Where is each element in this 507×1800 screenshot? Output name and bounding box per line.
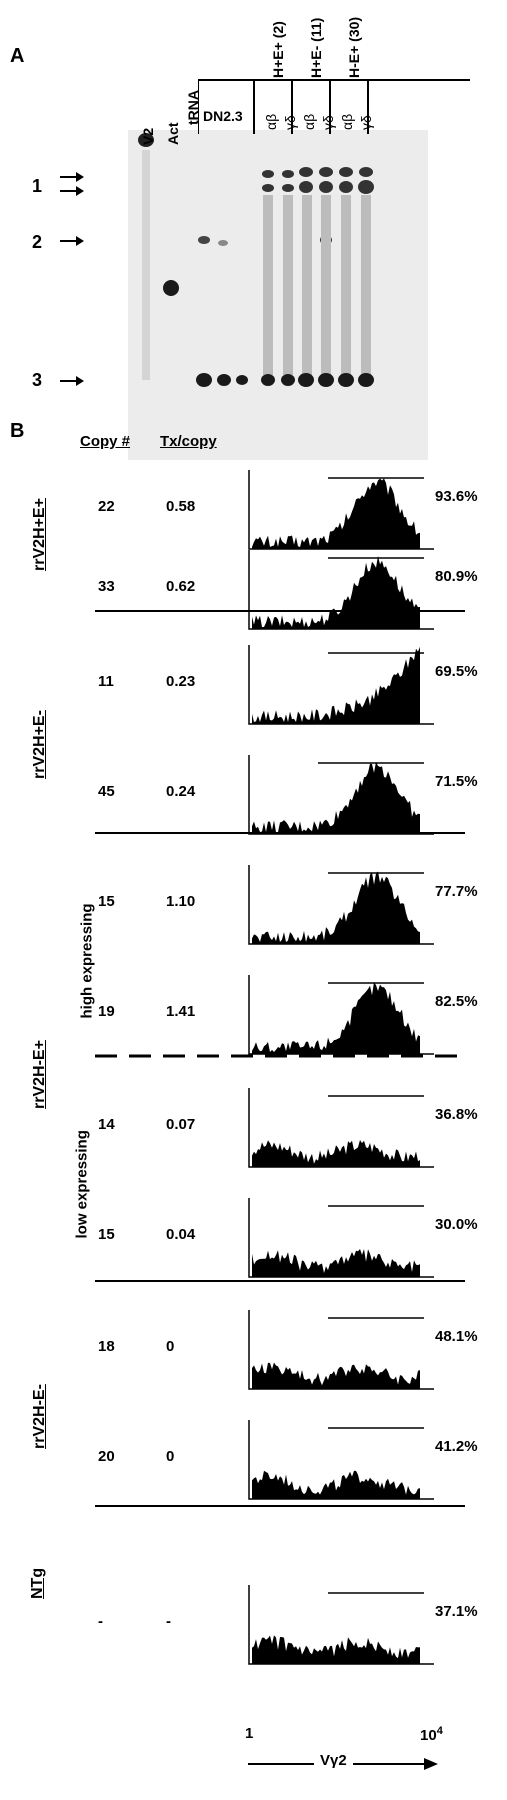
panel-b-letter: B [10,420,25,442]
gate-percentage: 36.8% [435,1106,478,1123]
sub-label-high: high expressing [78,903,96,1019]
lane-header-box [198,79,470,134]
separator-1 [95,610,465,612]
histogram [248,865,434,945]
gate-percentage: 82.5% [435,993,478,1010]
lane-label-v2: V2 [140,127,156,145]
group-header-3: H-E+ (30) [346,16,362,78]
group-header-1: H+E+ (2) [270,21,286,78]
copy-number: 15 [98,893,115,910]
band-label-3: 3 [32,370,43,390]
tx-per-copy: - [166,1613,171,1630]
gate-percentage: 37.1% [435,1603,478,1620]
lane-header-dn: DN2.3 [203,108,243,124]
histogram [248,1088,434,1168]
gate-percentage: 41.2% [435,1438,478,1455]
gel-bands [138,133,374,387]
x-axis-min: 1 [245,1725,254,1742]
histogram [248,1420,434,1500]
x-axis-max: 104 [420,1725,443,1744]
copy-number: 33 [98,578,115,595]
group-label-ntg: NTg [29,1567,46,1599]
gate-percentage: 71.5% [435,773,478,790]
gel-image [128,130,428,460]
tx-per-copy: 0.07 [166,1116,196,1133]
histogram [248,470,434,550]
copy-number: 20 [98,1448,115,1465]
sub-ab-2: αβ [301,113,317,130]
histogram [248,755,434,835]
arrow-1b [60,186,84,196]
gate-percentage: 93.6% [435,488,478,505]
histogram [248,1198,434,1278]
gate-percentage: 30.0% [435,1216,478,1233]
sub-gd-1: γδ [282,115,298,130]
arrow-2 [60,236,84,246]
col-head-tx: Tx/copy [160,433,217,450]
tx-per-copy: 0.62 [166,578,196,595]
tx-per-copy: 0.23 [166,673,196,690]
col-head-copy: Copy # [80,433,131,450]
copy-number: 11 [98,673,114,690]
tx-per-copy: 0.04 [166,1226,196,1243]
arrow-1a [60,172,84,182]
panel-a-letter: A [10,45,25,67]
group-label-hpep: rrV2H+E+ [31,498,48,571]
lane-label-act: Act [165,122,181,145]
group-header-2: H+E- (11) [308,17,324,78]
tx-per-copy: 1.41 [166,1003,196,1020]
separator-dashed [95,1054,465,1058]
separator-2 [95,832,465,834]
band-label-2: 2 [32,232,43,252]
copy-number: 22 [98,498,115,515]
histogram [248,975,434,1055]
gate-percentage: 80.9% [435,568,478,585]
histogram [248,1310,434,1390]
group-label-hpem: rrV2H+E- [31,710,48,779]
separator-3 [95,1280,465,1282]
tx-per-copy: 0 [166,1448,175,1465]
group-label-hmep: rrV2H-E+ [31,1040,48,1109]
gate-percentage: 77.7% [435,883,478,900]
histogram [248,645,434,725]
separator-4 [95,1505,465,1507]
copy-number: - [98,1613,103,1630]
copy-number: 19 [98,1003,115,1020]
band-label-1: 1 [32,176,43,196]
tx-per-copy: 0.24 [166,783,196,800]
tx-per-copy: 0 [166,1338,175,1355]
sub-ab-1: αβ [263,113,279,130]
copy-number: 45 [98,783,115,800]
tx-per-copy: 1.10 [166,893,196,910]
arrow-3 [60,376,84,386]
copy-number: 15 [98,1226,115,1243]
histogram [248,1585,434,1665]
x-axis-max-exp: 4 [436,1725,443,1737]
gate-percentage: 48.1% [435,1328,478,1345]
copy-number: 18 [98,1338,115,1355]
copy-number: 14 [98,1116,115,1133]
group-label-hmem: rrV2H-E- [31,1384,48,1449]
x-axis-label: Vγ2 [314,1752,353,1769]
histogram [248,550,434,630]
gate-percentage: 69.5% [435,663,478,680]
sub-gd-3: γδ [358,115,374,130]
sub-gd-2: γδ [320,115,336,130]
tx-per-copy: 0.58 [166,498,196,515]
sub-ab-3: αβ [339,113,355,130]
sub-label-low: low expressing [73,1130,91,1239]
